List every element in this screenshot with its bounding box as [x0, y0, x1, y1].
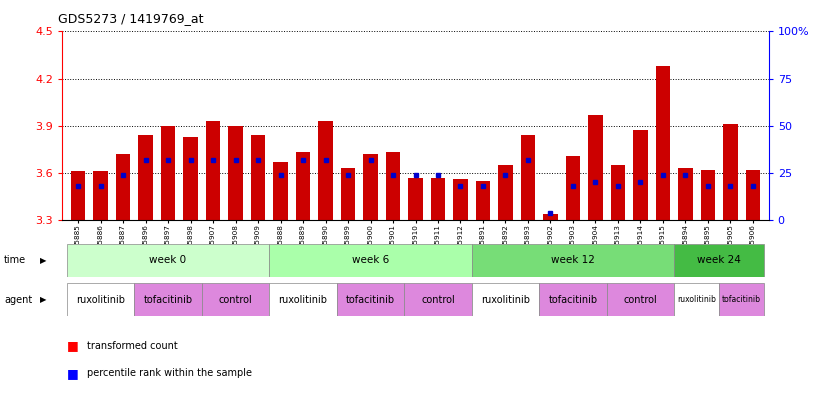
Text: time: time	[4, 255, 27, 265]
Bar	[453, 179, 468, 220]
Bar	[719, 283, 765, 316]
Bar	[472, 244, 674, 277]
Bar	[206, 121, 220, 220]
Bar	[588, 115, 602, 220]
Bar	[607, 283, 674, 316]
Text: ■: ■	[66, 339, 78, 353]
Bar	[66, 244, 269, 277]
Bar	[678, 168, 693, 220]
Text: tofacitinib: tofacitinib	[144, 295, 193, 305]
Bar	[430, 178, 445, 220]
Text: transformed count: transformed count	[87, 341, 178, 351]
Bar	[71, 171, 86, 220]
Bar	[745, 170, 760, 220]
Bar	[633, 130, 647, 220]
Bar	[539, 283, 607, 316]
Bar	[386, 152, 401, 220]
Text: percentile rank within the sample: percentile rank within the sample	[87, 368, 253, 378]
Bar	[184, 137, 198, 220]
Text: ruxolitinib: ruxolitinib	[278, 295, 327, 305]
Bar	[93, 171, 108, 220]
Text: ▶: ▶	[40, 256, 47, 265]
Bar	[404, 283, 472, 316]
Text: ruxolitinib: ruxolitinib	[76, 295, 125, 305]
Text: control: control	[623, 295, 657, 305]
Bar	[66, 283, 135, 316]
Bar	[160, 126, 175, 220]
Bar	[138, 135, 153, 220]
Bar	[498, 165, 513, 220]
Bar	[701, 170, 715, 220]
Bar	[472, 283, 539, 316]
Text: control: control	[421, 295, 455, 305]
Bar	[723, 124, 738, 220]
Bar	[135, 283, 202, 316]
Bar	[543, 214, 558, 220]
Text: week 12: week 12	[551, 255, 595, 265]
Text: week 6: week 6	[352, 255, 389, 265]
Bar	[674, 283, 719, 316]
Bar	[475, 181, 490, 220]
Bar	[363, 154, 378, 220]
Bar	[202, 283, 269, 316]
Bar	[521, 135, 535, 220]
Text: ▶: ▶	[40, 295, 47, 304]
Bar	[296, 152, 310, 220]
Bar	[269, 244, 472, 277]
Text: tofacitinib: tofacitinib	[548, 295, 597, 305]
Text: GDS5273 / 1419769_at: GDS5273 / 1419769_at	[58, 12, 204, 25]
Text: week 0: week 0	[150, 255, 187, 265]
Text: agent: agent	[4, 295, 32, 305]
Bar	[408, 178, 423, 220]
Bar	[229, 126, 243, 220]
Text: ruxolitinib: ruxolitinib	[481, 295, 530, 305]
Text: ruxolitinib: ruxolitinib	[677, 295, 716, 304]
Text: week 24: week 24	[697, 255, 741, 265]
Bar	[273, 162, 288, 220]
Text: control: control	[219, 295, 253, 305]
Bar	[251, 135, 265, 220]
Bar	[656, 66, 671, 220]
Text: tofacitinib: tofacitinib	[346, 295, 395, 305]
Bar	[566, 156, 580, 220]
Bar	[611, 165, 625, 220]
Bar	[341, 168, 356, 220]
Bar	[116, 154, 130, 220]
Bar	[337, 283, 404, 316]
Bar	[269, 283, 337, 316]
Bar	[318, 121, 333, 220]
Text: ■: ■	[66, 367, 78, 380]
Bar	[674, 244, 765, 277]
Text: tofacitinib: tofacitinib	[722, 295, 761, 304]
